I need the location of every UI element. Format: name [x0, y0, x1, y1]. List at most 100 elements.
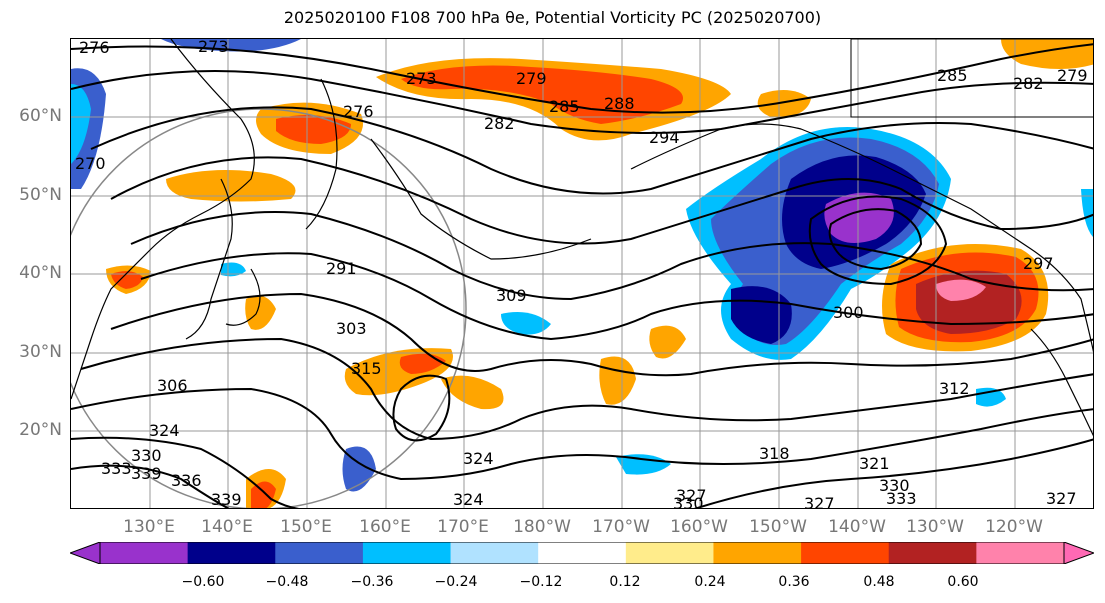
map-canvas: 276 273 273 279 282 285 288 294 285 282 … — [71, 39, 1093, 509]
contour-label: 297 — [1023, 254, 1054, 273]
contour-label: 279 — [1057, 66, 1088, 85]
colorbar-tick: −0.48 — [265, 574, 309, 590]
colorbar-segment — [450, 542, 539, 564]
lon-label-160e: 160°E — [359, 517, 411, 537]
coastline — [305, 78, 338, 230]
contour-label: 312 — [939, 379, 970, 398]
lon-label-180w: 180°W — [513, 517, 571, 537]
colorbar-tick: 0.36 — [778, 574, 810, 590]
colorbar-tick: −0.36 — [350, 574, 394, 590]
pv-positive-area — [757, 90, 811, 118]
contour-label: 327 — [1046, 489, 1077, 508]
contour-label: 273 — [406, 69, 437, 88]
lat-label-30: 30°N — [19, 342, 62, 362]
colorbar-segment — [976, 542, 1065, 564]
lat-label-50: 50°N — [19, 185, 62, 205]
lat-label-20: 20°N — [19, 420, 62, 440]
contour-labels: 276 273 273 279 282 285 288 294 285 282 … — [75, 39, 1088, 509]
contour-label: 330 — [673, 494, 704, 509]
lat-label-40: 40°N — [19, 263, 62, 283]
contour-label: 285 — [937, 66, 968, 85]
pv-positive-area — [649, 325, 686, 359]
colorbar-segment — [100, 542, 189, 564]
colorbar-segment — [275, 542, 364, 564]
contour-line — [90, 106, 1093, 195]
contour-label: 339 — [211, 490, 242, 509]
contour-label: 327 — [676, 486, 707, 505]
contour-line — [694, 438, 1093, 508]
contour-label: 333 — [886, 489, 917, 508]
pv-positive-area — [251, 481, 276, 508]
contour-label: 324 — [463, 449, 494, 468]
lon-label-140w: 140°W — [828, 517, 886, 537]
map-title: 2025020100 F108 700 hPa θe, Potential Vo… — [283, 8, 822, 27]
pv-positive-area — [936, 279, 986, 301]
pv-positive-area — [111, 271, 143, 289]
pv-negative-area — [501, 311, 551, 335]
contour-line — [71, 70, 1093, 134]
contour-label: 270 — [75, 154, 106, 173]
lon-label-170e: 170°E — [437, 517, 489, 537]
colorbar-tick: 0.12 — [609, 574, 641, 590]
contour-label: 288 — [604, 94, 635, 113]
colorbar-tick: 0.48 — [863, 574, 895, 590]
contour-label: 318 — [759, 444, 790, 463]
colorbar — [70, 542, 1094, 564]
contour-line — [130, 211, 1093, 301]
coastline — [225, 268, 261, 326]
lon-label-120w: 120°W — [985, 517, 1043, 537]
lon-label-160w: 160°W — [670, 517, 728, 537]
lon-label-130e: 130°E — [123, 517, 175, 537]
colorbar-tick: −0.12 — [519, 574, 563, 590]
pv-positive-area — [401, 65, 683, 124]
lon-label-150e: 150°E — [280, 517, 332, 537]
pv-negative-area — [221, 262, 246, 277]
contour-label: 282 — [484, 114, 515, 133]
colorbar-segment — [187, 542, 276, 564]
contour-line — [808, 195, 948, 286]
coastline — [1030, 328, 1093, 437]
contour-label: 336 — [171, 471, 202, 490]
lon-label-170w: 170°W — [592, 517, 650, 537]
contour-label: 324 — [149, 421, 180, 440]
contour-label: 339 — [131, 464, 162, 483]
contour-line — [110, 156, 1093, 245]
contour-label: 330 — [131, 446, 162, 465]
contour-label: 306 — [157, 376, 188, 395]
contour-label: 309 — [496, 286, 527, 305]
contour-line — [71, 464, 230, 508]
contour-line — [140, 252, 1093, 341]
contour-label: 285 — [549, 97, 580, 116]
pv-negative-area — [1081, 189, 1093, 237]
contour-label: 300 — [833, 303, 864, 322]
contour-label: 291 — [326, 259, 357, 278]
colorbar-segments — [70, 542, 1094, 564]
colorbar-segment — [713, 542, 802, 564]
colorbar-segment — [801, 542, 890, 564]
lon-label-140e: 140°E — [201, 517, 253, 537]
pv-positive-area — [166, 170, 296, 202]
theta-e-contours — [71, 43, 1093, 508]
range-ring — [71, 108, 467, 508]
colorbar-segment — [625, 542, 714, 564]
colorbar-segment — [538, 542, 627, 564]
colorbar-tick: −0.24 — [434, 574, 478, 590]
contour-label: 321 — [859, 454, 890, 473]
contour-label: 324 — [453, 490, 484, 509]
contour-label: 330 — [879, 476, 910, 495]
pv-positive-area — [245, 295, 276, 330]
coastline — [71, 39, 255, 400]
contour-line — [80, 337, 1093, 441]
coastline — [370, 138, 592, 260]
lon-label-150w: 150°W — [749, 517, 807, 537]
contour-label: 303 — [336, 319, 367, 338]
pv-negative-area — [71, 84, 91, 164]
pv-positive-area — [599, 356, 636, 405]
contour-label: 294 — [649, 128, 680, 147]
pv-negative-area — [616, 454, 671, 475]
contour-line — [71, 387, 1093, 481]
colorbar-extend-max — [1064, 542, 1094, 564]
contour-label: 282 — [1013, 74, 1044, 93]
contour-line — [110, 292, 1093, 377]
contour-label: 315 — [351, 359, 382, 378]
